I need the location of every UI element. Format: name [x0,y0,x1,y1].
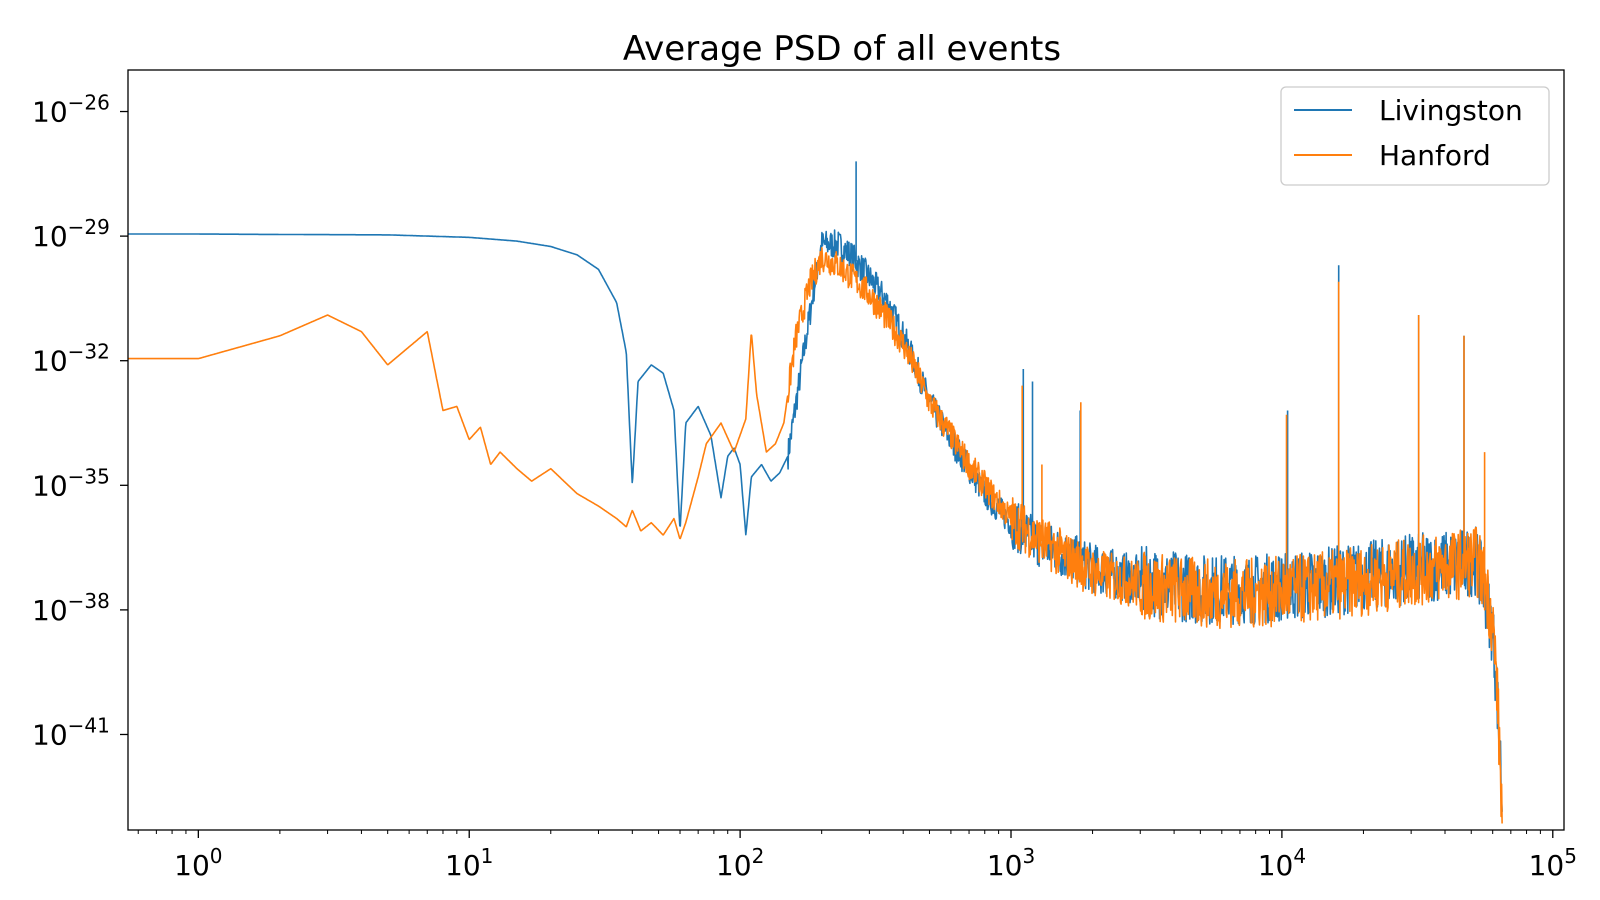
y-tick-label-2: 10−32 [32,340,110,378]
y-tick-label-0: 10−26 [32,91,110,129]
plot-frame [127,69,1565,831]
axis-ticks: 100 101 102 103 104 105 10−26 10−29 10−32 10−35 10… [32,91,1577,882]
x-tick-label-1: 101 [445,844,493,882]
legend-label-livingston: Livingston [1379,94,1523,127]
legend-box [1280,86,1550,186]
x-tick-label-2: 102 [716,844,764,882]
legend: Livingston Hanford [1280,86,1550,186]
legend-label-hanford: Hanford [1379,139,1491,172]
x-tick-label-0: 100 [174,844,222,882]
y-tick-label-4: 10−38 [32,589,110,627]
x-tick-label-4: 104 [1258,844,1306,882]
y-tick-label-5: 10−41 [32,713,110,751]
y-tick-label-1: 10−29 [32,215,110,253]
chart-title: Average PSD of all events [623,29,1061,69]
y-tick-label-3: 10−35 [32,464,110,502]
x-tick-label-3: 103 [987,844,1035,882]
x-tick-label-5: 105 [1529,844,1577,882]
series-layer [127,161,1503,824]
series-line-hanford [127,247,1503,824]
